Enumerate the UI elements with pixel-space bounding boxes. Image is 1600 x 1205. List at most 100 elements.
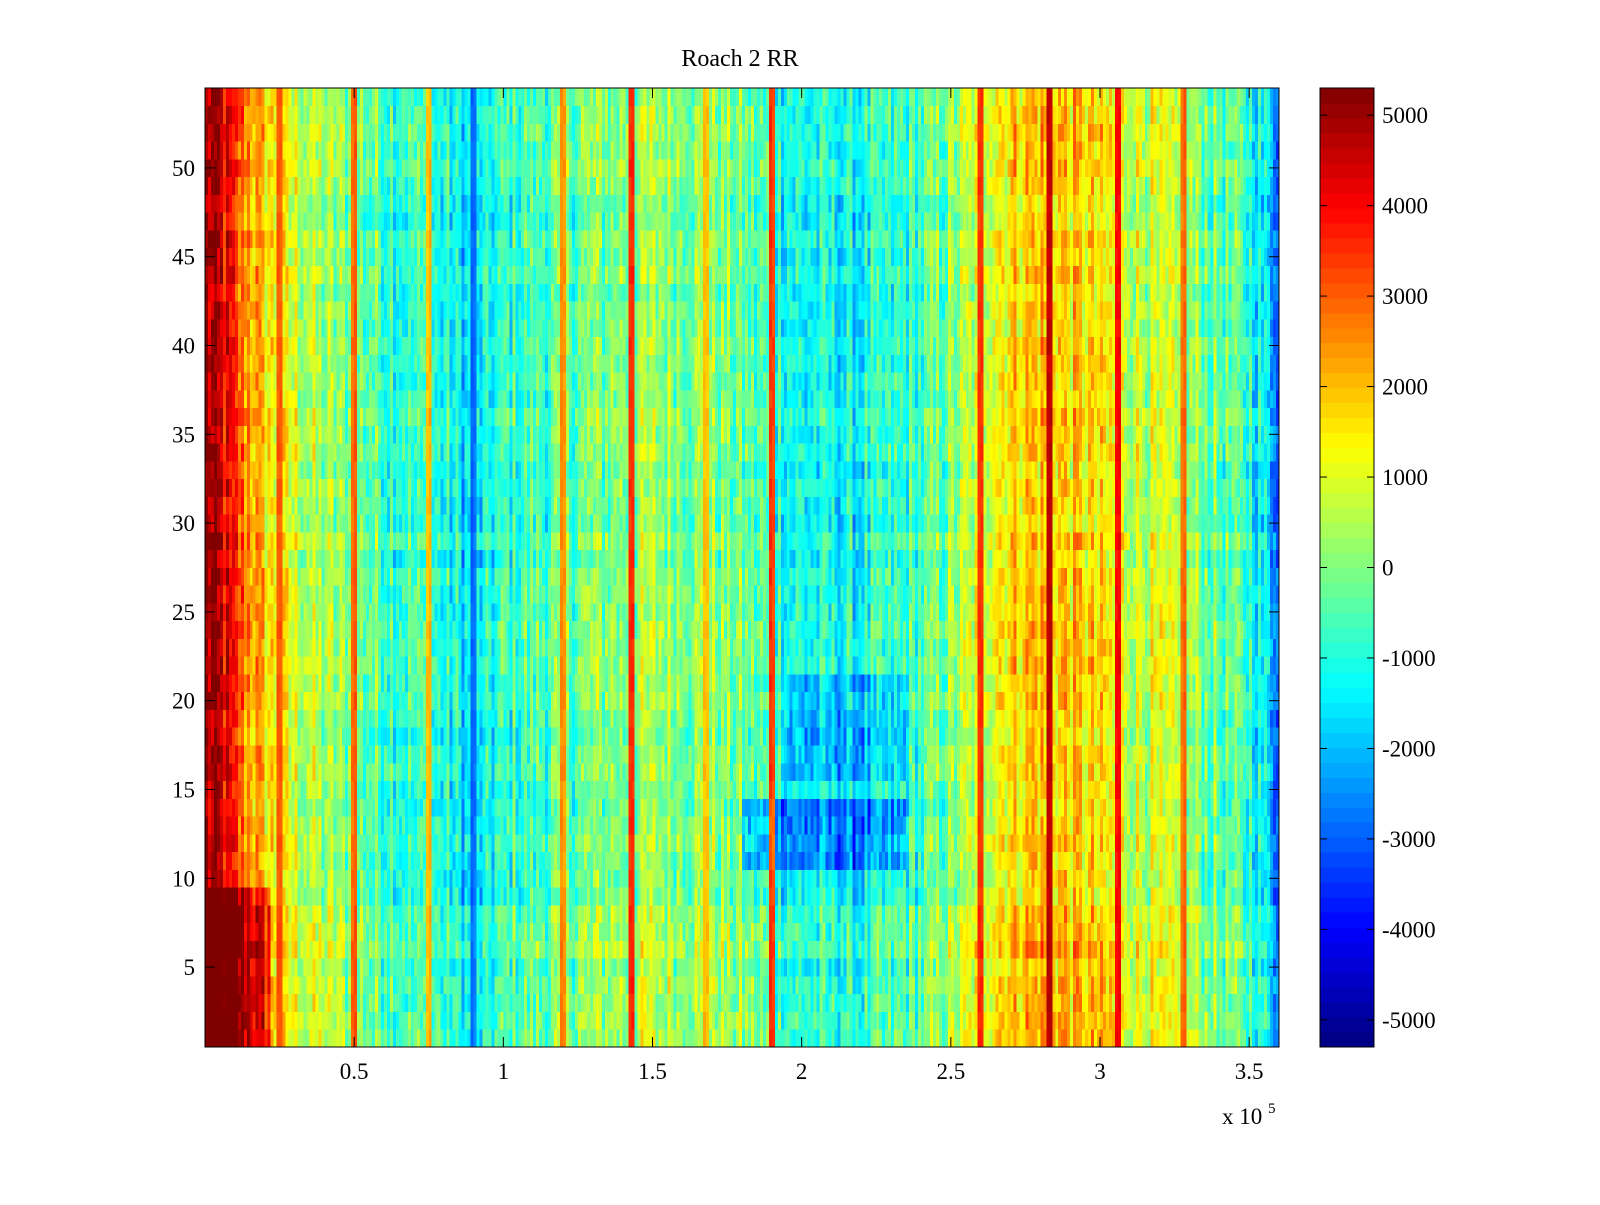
heatmap-cell [1249,940,1253,959]
heatmap-cell [762,993,767,1012]
heatmap-cell [327,816,331,835]
heatmap-cell [1207,851,1211,870]
heatmap-cell [789,958,794,977]
heatmap-cell [1010,993,1014,1012]
heatmap-cell [783,940,788,959]
heatmap-cell [1216,1029,1220,1048]
heatmap-cell [261,816,266,835]
heatmap-cell [822,993,826,1012]
heatmap-cell [1037,798,1041,817]
heatmap-cell [1255,958,1259,977]
heatmap-cell [906,975,910,995]
heatmap-cell [801,869,806,888]
heatmap-cell [276,904,280,924]
heatmap-cell [464,993,468,1012]
heatmap-cell [947,1029,952,1048]
heatmap-cell [1052,993,1056,1012]
heatmap-cell [1046,851,1050,870]
heatmap-cell [691,833,695,853]
heatmap-cell [252,1011,257,1030]
heatmap-cell [330,922,334,941]
heatmap-cell [228,975,233,995]
heatmap-cell [983,816,988,835]
heatmap-cell [843,1011,847,1030]
heatmap-cell [771,922,776,941]
heatmap-cell [315,1029,319,1048]
heatmap-cell [494,922,498,941]
heatmap-cell [667,904,671,924]
heatmap-cell [419,887,424,906]
heatmap-cell [339,922,343,941]
heatmap-cell [849,1029,853,1048]
heatmap-cell [1249,887,1253,906]
heatmap-cell [989,816,993,835]
heatmap-cell [715,993,719,1012]
heatmap-cell [1144,816,1149,835]
heatmap-cell [1255,993,1259,1012]
heatmap-cell [658,1029,662,1048]
heatmap-cell [234,1029,239,1048]
heatmap-cell [1231,816,1235,835]
heatmap-cell [449,887,454,906]
heatmap-cell [989,993,993,1012]
heatmap-cell [252,993,257,1012]
heatmap-cell [1177,940,1181,959]
heatmap-cell [637,904,641,924]
heatmap-cell [798,922,803,941]
heatmap-cell [909,851,913,870]
heatmap-cell [1064,1029,1068,1048]
heatmap-cell [682,816,686,835]
heatmap-cell [733,833,737,853]
heatmap-cell [577,1029,582,1048]
heatmap-cell [1246,958,1250,977]
heatmap-cell [1156,940,1161,959]
heatmap-cell [401,1029,406,1048]
heatmap-cell [1201,869,1205,888]
heatmap-cell [1031,833,1035,853]
heatmap-cell [607,975,612,995]
heatmap-cell [792,887,797,906]
heatmap-cell [807,975,812,995]
heatmap-cell [998,887,1002,906]
heatmap-cell [300,1029,304,1048]
heatmap-cell [1249,958,1253,977]
heatmap-cell [386,975,391,995]
heatmap-cell [1019,993,1023,1012]
heatmap-cell [1126,940,1131,959]
heatmap-cell [369,798,373,817]
heatmap-cell [384,922,388,941]
heatmap-cell [780,993,785,1012]
heatmap-cell [1079,958,1083,977]
heatmap-cell [980,816,985,835]
heatmap-cell [679,816,683,835]
heatmap-cell [1150,922,1155,941]
heatmap-cell [378,833,382,853]
heatmap-cell [324,1011,328,1030]
heatmap-cell [479,993,483,1012]
heatmap-cell [404,887,409,906]
heatmap-cell [873,851,877,870]
heatmap-cell [458,958,462,977]
heatmap-cell [691,798,695,817]
heatmap-cell [1105,975,1110,995]
heatmap-cell [503,993,507,1012]
heatmap-cell [998,851,1002,870]
heatmap-cell [900,958,904,977]
heatmap-cell [1153,993,1158,1012]
heatmap-cell [473,904,477,924]
heatmap-cell [1252,887,1256,906]
heatmap-cell [798,851,803,870]
heatmap-cell [747,887,752,906]
heatmap-cell [1055,958,1059,977]
heatmap-cell [900,851,904,870]
heatmap-cell [1165,922,1170,941]
heatmap-cell [759,1029,764,1048]
heatmap-cell [762,958,767,977]
heatmap-cell [1252,851,1256,870]
heatmap-cell [625,993,630,1012]
heatmap-cell [410,1029,415,1048]
heatmap-cell [771,1029,776,1048]
heatmap-cell [1100,869,1104,888]
heatmap-cell [637,1011,641,1030]
heatmap-cell [649,816,653,835]
